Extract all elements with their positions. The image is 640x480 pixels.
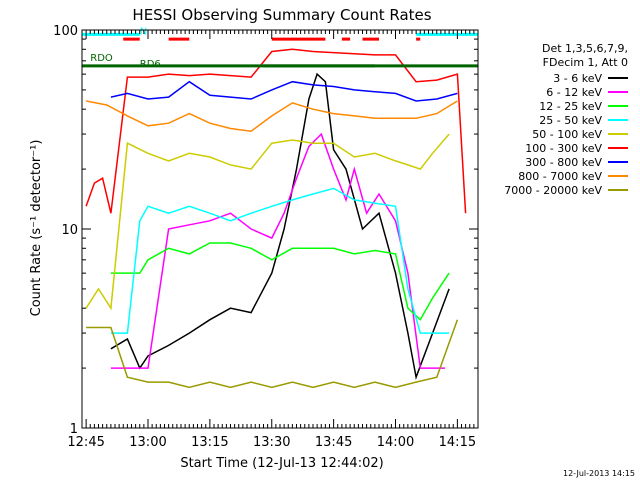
footer-date: 12-Jul-2013 14:15 bbox=[563, 469, 635, 478]
x-tick-label-5: 14:00 bbox=[377, 435, 414, 450]
series-line-2 bbox=[110, 242, 450, 321]
series-line-7 bbox=[85, 100, 458, 132]
legend-label-5: 100 - 300 keV bbox=[525, 142, 602, 155]
legend-label-7: 800 - 7000 keV bbox=[518, 170, 602, 183]
legend-header-line-2: FDecim 1, Att 0 bbox=[543, 56, 628, 69]
chart-title: HESSI Observing Summary Count Rates bbox=[132, 6, 431, 24]
annotation-2: RD6 bbox=[140, 59, 161, 70]
legend-label-0: 3 - 6 keV bbox=[553, 72, 602, 85]
x-tick-label-0: 12:45 bbox=[67, 435, 104, 450]
x-tick-label-6: 14:15 bbox=[439, 435, 476, 450]
y-tick-label-1: 10 bbox=[61, 223, 78, 238]
legend-label-2: 12 - 25 keV bbox=[539, 100, 602, 113]
x-tick-label-2: 13:15 bbox=[191, 435, 228, 450]
x-axis-label: Start Time (12-Jul-13 12:44:02) bbox=[180, 456, 383, 471]
legend-label-8: 7000 - 20000 keV bbox=[504, 184, 602, 197]
legend-label-6: 300 - 800 keV bbox=[525, 156, 602, 169]
series-line-8 bbox=[86, 319, 459, 389]
legend-header-line-1: Det 1,3,5,6,7,9, bbox=[542, 42, 628, 55]
legend-label-1: 6 - 12 keV bbox=[546, 86, 602, 99]
series-line-0 bbox=[110, 72, 450, 380]
y-axis-label: Count Rate (s⁻¹ detector⁻¹) bbox=[29, 140, 44, 317]
y-tick-label-0: 1 bbox=[70, 422, 78, 437]
plot-layer: NRDORD6 bbox=[82, 26, 478, 389]
x-tick-label-3: 13:30 bbox=[253, 435, 290, 450]
series-line-6 bbox=[110, 80, 458, 102]
x-tick-label-1: 13:00 bbox=[129, 435, 166, 450]
series-line-4 bbox=[85, 133, 450, 311]
y-tick-label-2: 100 bbox=[53, 24, 78, 39]
series-line-5 bbox=[85, 48, 467, 214]
annotation-1: RDO bbox=[90, 53, 113, 64]
legend-label-3: 25 - 50 keV bbox=[539, 114, 602, 127]
series-line-1 bbox=[110, 132, 445, 369]
legend-label-4: 50 - 100 keV bbox=[532, 128, 602, 141]
x-tick-label-4: 13:45 bbox=[315, 435, 352, 450]
series-line-3 bbox=[110, 187, 450, 334]
tick-layer: 12:45 13:00 13:15 13:30 13:45 14:00 14:15 1 10 10… bbox=[53, 24, 479, 450]
